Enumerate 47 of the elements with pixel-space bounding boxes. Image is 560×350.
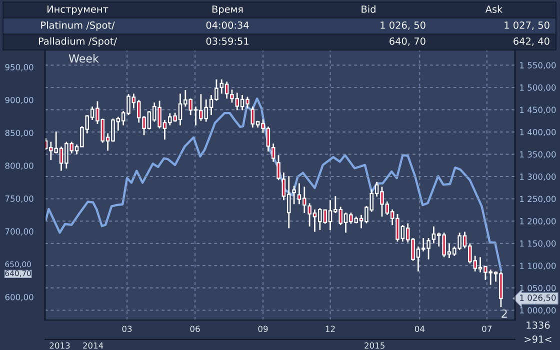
y-tick-label: 800,00	[5, 162, 34, 170]
text: 642, 40	[514, 37, 550, 46]
text: Время	[212, 6, 243, 15]
x-tick-label: 12	[326, 326, 335, 332]
x-tick-label: 09	[258, 326, 268, 332]
y2-tick-label: 1 100,00	[520, 262, 556, 270]
x-tick-label: 07	[482, 326, 492, 332]
text: Palladium /Spot/	[38, 37, 117, 47]
x2-tick-label: 2014	[83, 342, 104, 349]
y-tick-label: 850,00	[5, 130, 34, 137]
text: Platinum /Spot/	[41, 21, 115, 31]
text: Инструмент	[48, 6, 108, 15]
y2-tick-label: 1 000,00	[520, 307, 556, 314]
y-tick-label: 600,00	[5, 294, 34, 302]
y2-tick-label: 1 250,00	[520, 196, 556, 203]
y2-tick-label: 1 500,00	[520, 84, 556, 92]
y2-tick-label: 1 550,00	[520, 62, 556, 70]
text: Bid	[362, 5, 376, 13]
y-tick-label: 900,00	[5, 96, 34, 104]
text: 1 026,50	[520, 294, 556, 302]
y2-tick-label: 1 300,00	[520, 174, 556, 181]
y-tick-label: 750,00	[5, 195, 34, 203]
text: 03:59:51	[206, 37, 248, 45]
text: 04:00:34	[206, 21, 249, 29]
y2-tick-label: 1 400,00	[520, 128, 556, 136]
y2-tick-label: 1 150,00	[520, 240, 556, 248]
y2-tick-label: 1 450,00	[520, 106, 556, 114]
text: 1336	[526, 321, 550, 329]
text: 1 027, 50	[504, 21, 550, 30]
y2-tick-label: 1 350,00	[520, 151, 556, 158]
x-tick-label: 03	[122, 326, 132, 332]
text: 640, 70	[390, 37, 426, 46]
text: Ask	[485, 5, 503, 13]
x-tick-label: 04	[414, 326, 425, 332]
annotation: 2	[502, 309, 507, 318]
candlestick	[292, 185, 296, 205]
candlestick	[271, 142, 276, 163]
x-tick-label: 06	[190, 326, 200, 332]
x2-tick-label: 2013	[50, 342, 70, 349]
text: 1 026, 50	[380, 21, 426, 30]
x2-tick-label: 2015	[364, 342, 384, 349]
y-tick-label: 950,00	[5, 64, 34, 72]
line-series	[45, 98, 502, 272]
y2-tick-label: 1 200,00	[520, 218, 556, 226]
annotation: Week	[68, 54, 99, 63]
text: >91<	[524, 335, 552, 343]
y-tick-label: 700,00	[5, 228, 34, 236]
